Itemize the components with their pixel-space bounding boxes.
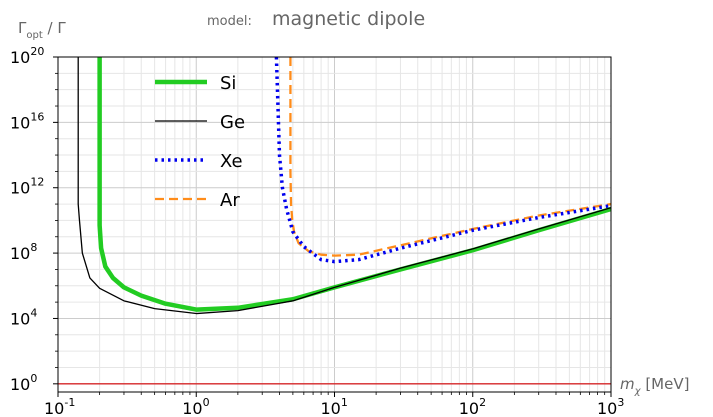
y-tick-label: 1020 <box>10 45 44 67</box>
x-ticks: 10-1 100 101 102 103 <box>44 392 624 417</box>
x-tick-label: 100 <box>182 396 209 417</box>
legend-label-xe: Xe <box>220 151 243 172</box>
legend-label-ar: Ar <box>220 190 240 211</box>
chart-title-prefix: model: <box>207 14 252 29</box>
chart-title: magnetic dipole <box>272 8 425 30</box>
legend-label-si: Si <box>220 73 236 94</box>
legend: Si Ge Xe Ar <box>155 73 245 211</box>
x-tick-label: 10-1 <box>44 396 75 417</box>
y-tick-label: 108 <box>10 241 37 263</box>
series-group <box>77 57 611 315</box>
y-tick-label: 100 <box>10 372 37 394</box>
legend-label-ge: Ge <box>220 112 245 133</box>
y-tick-label: 1012 <box>10 176 44 198</box>
grid <box>57 56 611 392</box>
series-line-xe <box>274 57 611 264</box>
y-tick-label: 104 <box>10 306 37 328</box>
y-tick-label: 1016 <box>10 110 44 132</box>
y-ticks: 100 104 108 1012 1016 1020 <box>10 45 58 394</box>
x-tick-label: 101 <box>321 396 348 417</box>
x-tick-label: 103 <box>597 396 624 417</box>
series-line-ge <box>77 57 611 315</box>
y-axis-label: Γopt / Γ <box>18 19 66 41</box>
x-axis-label: mχ [MeV] <box>620 375 689 397</box>
series-line-si <box>97 57 611 312</box>
x-tick-label: 102 <box>459 396 486 417</box>
series-line-ar <box>289 57 611 257</box>
